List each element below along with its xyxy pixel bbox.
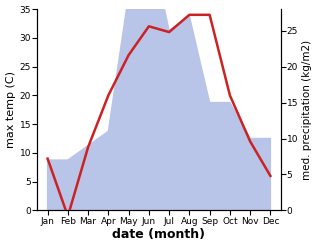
Y-axis label: max temp (C): max temp (C)	[5, 71, 16, 148]
X-axis label: date (month): date (month)	[113, 228, 205, 242]
Y-axis label: med. precipitation (kg/m2): med. precipitation (kg/m2)	[302, 40, 313, 180]
